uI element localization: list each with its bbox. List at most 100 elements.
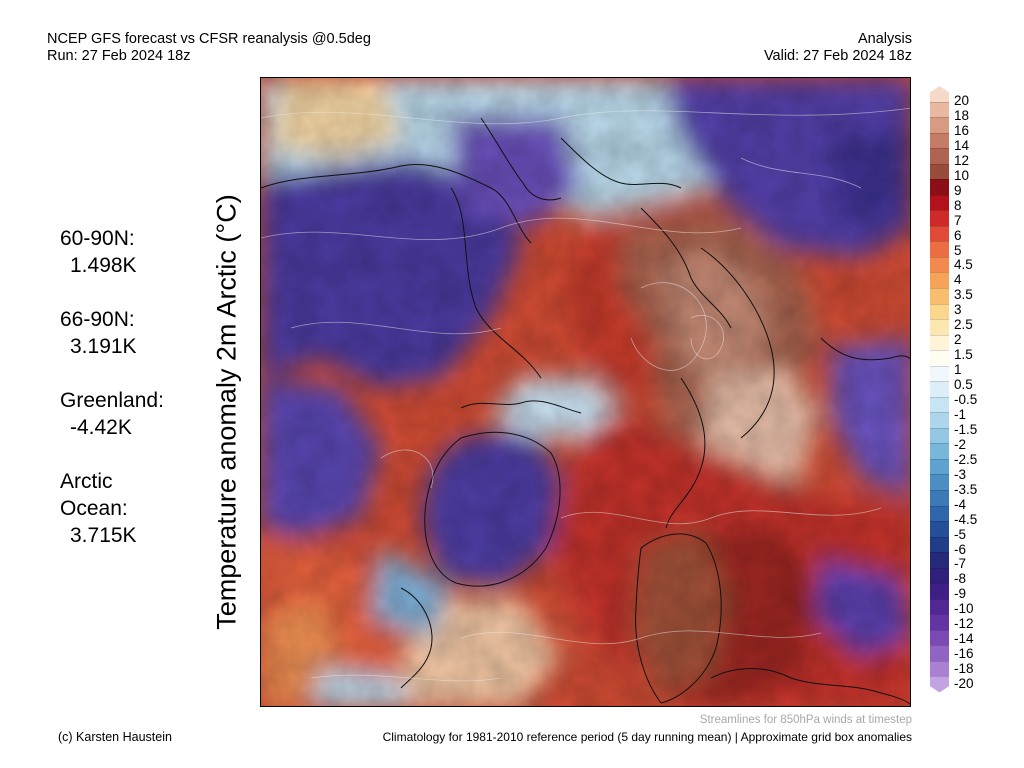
colorbar-segment — [930, 86, 949, 103]
colorbar-tick-label: 14 — [954, 137, 970, 153]
wind-streamlines — [261, 107, 910, 682]
colorbar-segment — [930, 179, 949, 196]
colorbar-segment — [930, 101, 949, 118]
colorbar-tick-label: -7 — [954, 556, 967, 572]
title-line-1: NCEP GFS forecast vs CFSR reanalysis @0.… — [47, 31, 371, 47]
colorbar-segment — [930, 194, 949, 211]
colorbar-tick-label: -10 — [954, 601, 974, 617]
colorbar-tick-label: 8 — [954, 197, 962, 213]
colorbar-segment — [930, 598, 949, 615]
stat-label: 66-90N: — [60, 308, 135, 331]
colorbar-segment — [930, 443, 949, 460]
colorbar-tick-label: 3.5 — [954, 287, 973, 303]
stat-value: 3.191K — [70, 335, 137, 358]
colorbar-tick-label: -1 — [954, 406, 967, 422]
stat-label: Arctic — [60, 470, 113, 493]
anomaly-map — [260, 77, 911, 707]
y-axis-label: Temperature anomaly 2m Arctic (°C) — [211, 194, 242, 630]
colorbar-segment — [930, 303, 949, 320]
colorbar-segment — [930, 334, 949, 351]
colorbar-segment — [930, 272, 949, 289]
colorbar-segment — [930, 614, 949, 631]
colorbar-tick-label: -0.5 — [954, 392, 978, 407]
colorbar-segment — [930, 225, 949, 242]
colorbar-segment — [930, 241, 949, 258]
stat-value: -4.42K — [70, 416, 132, 439]
colorbar-segment — [930, 490, 949, 507]
colorbar-segment — [930, 412, 949, 429]
colorbar-tick-label: -8 — [954, 571, 967, 587]
map-texture — [261, 78, 910, 706]
anomaly-map-svg — [261, 78, 910, 706]
credit: (c) Karsten Haustein — [58, 730, 172, 744]
header-right: Analysis Valid: 27 Feb 2024 18z — [764, 31, 912, 65]
colorbar-tick-label: 4 — [954, 272, 962, 288]
colorbar — [930, 86, 949, 693]
colorbar-tick-label: 12 — [954, 152, 970, 168]
valid-time: Valid: 27 Feb 2024 18z — [763, 48, 912, 64]
stat-label: 60-90N: — [60, 227, 135, 250]
colorbar-segment — [930, 458, 949, 475]
colorbar-segment — [930, 163, 949, 180]
colorbar-tick-label: 2.5 — [954, 317, 973, 333]
colorbar-tick-label: 18 — [954, 107, 970, 123]
stat-arctic-ocean: Arctic Ocean: 3.715K — [60, 468, 164, 549]
colorbar-tick-label: 10 — [954, 167, 970, 183]
colorbar-tick-label: 9 — [954, 182, 962, 198]
streamlines-note: Streamlines for 850hPa winds at timestep — [699, 714, 912, 726]
colorbar-tick-label: 3 — [954, 302, 962, 318]
colorbar-segment — [930, 396, 949, 413]
colorbar-segment — [930, 365, 949, 382]
header-left: NCEP GFS forecast vs CFSR reanalysis @0.… — [47, 31, 371, 65]
stat-60-90n: 60-90N: 1.498K — [60, 225, 164, 279]
colorbar-tick-label: -6 — [954, 541, 967, 557]
colorbar-tick-label: -3.5 — [954, 481, 978, 497]
colorbar-tick-label: -4.5 — [954, 511, 978, 527]
colorbar-tick-label: 1 — [954, 362, 962, 378]
colorbar-tick-label: -14 — [954, 631, 974, 647]
colorbar-tick-label: 6 — [954, 227, 962, 243]
colorbar-tick-label: -4 — [954, 496, 967, 512]
title-line-2: Run: 27 Feb 2024 18z — [47, 48, 191, 64]
colorbar-tick-label: -1.5 — [954, 421, 978, 437]
stat-value: 3.715K — [70, 524, 137, 547]
colorbar-tick-label: 20 — [954, 93, 970, 108]
colorbar-segment — [930, 427, 949, 444]
colorbar-tick-label: 0.5 — [954, 377, 973, 393]
stat-66-90n: 66-90N: 3.191K — [60, 306, 164, 360]
colorbar-tick-label: -2.5 — [954, 451, 978, 467]
coastlines — [261, 117, 910, 706]
colorbar-segment — [930, 210, 949, 227]
colorbar-segment — [930, 583, 949, 600]
colorbar-segment — [930, 629, 949, 646]
stat-value: 1.498K — [70, 254, 137, 277]
colorbar-tick-label: 7 — [954, 212, 962, 228]
colorbar-tick-label: -16 — [954, 646, 974, 662]
stat-greenland: Greenland: -4.42K — [60, 387, 164, 441]
colorbar-tick-label: -2 — [954, 436, 967, 452]
colorbar-tick-label: 5 — [954, 242, 962, 258]
colorbar-tick-label: 2 — [954, 332, 962, 348]
anomaly-stats: 60-90N: 1.498K 66-90N: 3.191K Greenland:… — [60, 225, 164, 576]
stat-label: Greenland: — [60, 389, 164, 412]
colorbar-tick-label: 1.5 — [954, 347, 973, 363]
colorbar-tick-label: -9 — [954, 586, 967, 602]
colorbar-segment — [930, 256, 949, 273]
colorbar-segment — [930, 660, 949, 677]
colorbar-tick-label: -3 — [954, 466, 967, 482]
colorbar-tick-label: 16 — [954, 122, 970, 138]
colorbar-segment — [930, 117, 949, 134]
colorbar-segment — [930, 350, 949, 367]
colorbar-tick-label: -5 — [954, 526, 967, 542]
colorbar-segment — [930, 474, 949, 491]
analysis-label: Analysis — [858, 31, 912, 47]
colorbar-segment — [930, 521, 949, 538]
colorbar-segment — [930, 381, 949, 398]
colorbar-segment — [930, 288, 949, 305]
colorbar-segment — [930, 536, 949, 553]
colorbar-segment — [930, 132, 949, 149]
colorbar-tick-label: -12 — [954, 616, 974, 632]
colorbar-segment — [930, 676, 949, 693]
colorbar-segment — [930, 645, 949, 662]
colorbar-tick-label: -20 — [954, 676, 974, 692]
